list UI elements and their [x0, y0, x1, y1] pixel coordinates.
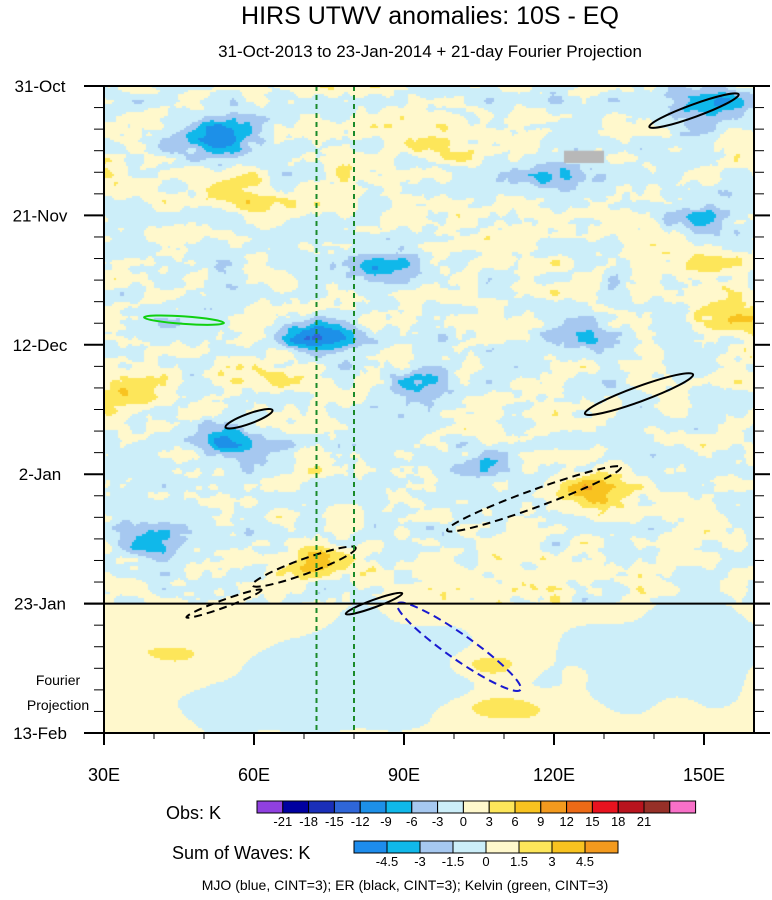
colorbar-label: 12 — [559, 814, 573, 829]
anomaly-field — [104, 86, 754, 733]
colorbar-label: 1.5 — [510, 854, 528, 869]
colorbar-swatch — [256, 800, 284, 814]
colorbar-swatch — [386, 840, 421, 854]
er-contour — [185, 588, 263, 619]
chart-title: HIRS UTWV anomalies: 10S - EQ — [241, 2, 619, 30]
colorbar-label: 4.5 — [576, 854, 594, 869]
y-tick-label: 12-Dec — [13, 336, 68, 355]
er-contour — [224, 407, 274, 430]
x-tick-label: 120E — [533, 765, 575, 785]
colorbar-label: 15 — [585, 814, 599, 829]
colorbar-swatch — [419, 840, 454, 854]
colorbar-swatch — [551, 840, 586, 854]
colorbar-label: 21 — [637, 814, 651, 829]
colorbar-swatch — [353, 840, 388, 854]
colorbar-label: -12 — [351, 814, 370, 829]
y-tick-label: 31-Oct — [14, 77, 65, 96]
colorbar-label: 6 — [511, 814, 518, 829]
obs-colorbar: -21 -18 -15 -12 -9 -6 -3 0 3 6 9 12 15 18 21 — [256, 800, 697, 829]
y-tick-label: 21-Nov — [13, 206, 68, 225]
colorbar-swatch — [485, 840, 520, 854]
x-tick-label: 90E — [388, 765, 420, 785]
x-tick-label: 30E — [88, 765, 120, 785]
colorbar-swatch — [308, 800, 335, 814]
colorbar-label: 0 — [482, 854, 489, 869]
chart-subtitle: 31-Oct-2013 to 23-Jan-2014 + 21-day Four… — [218, 42, 642, 61]
colorbar-label: 3 — [486, 814, 493, 829]
er-contour — [344, 591, 404, 616]
colorbar-swatch — [566, 800, 593, 814]
er-contour — [583, 372, 695, 416]
contour-legend-note: MJO (blue, CINT=3); ER (black, CINT=3); … — [201, 877, 609, 893]
colorbar-swatch — [282, 800, 310, 814]
colorbar-swatch — [617, 800, 645, 814]
colorbar-swatch — [518, 840, 553, 854]
y-tick-label: 23-Jan — [14, 595, 66, 614]
colorbar-swatch — [488, 800, 516, 814]
obs-colorbar-title: Obs: K — [166, 803, 222, 823]
mjo-contour — [396, 601, 522, 692]
colorbar-swatch — [359, 800, 387, 814]
colorbar-label: -1.5 — [442, 854, 464, 869]
x-tick-label: 60E — [238, 765, 270, 785]
er-contour — [251, 545, 357, 588]
colorbar-swatch — [591, 800, 619, 814]
colorbar-label: -21 — [273, 814, 292, 829]
projection-label-line2: Projection — [27, 697, 89, 713]
colorbar-swatch — [462, 800, 490, 814]
colorbar-swatch — [540, 800, 568, 814]
colorbar-label: -4.5 — [376, 854, 398, 869]
er-contour — [446, 465, 622, 533]
colorbar-label: -6 — [406, 814, 418, 829]
projection-label-line1: Fourier — [36, 672, 81, 688]
colorbar-label: 3 — [548, 854, 555, 869]
colorbar-label: -3 — [414, 854, 426, 869]
colorbar-swatch — [385, 800, 413, 814]
colorbar-label: -15 — [325, 814, 344, 829]
x-tick-label: 150E — [683, 765, 725, 785]
wave-contours — [143, 92, 740, 692]
colorbar-label: -18 — [299, 814, 318, 829]
colorbar-label: -3 — [432, 814, 444, 829]
kelvin-contour — [143, 314, 225, 326]
y-tick-label: 13-Feb — [13, 724, 67, 743]
er-contour — [648, 92, 740, 129]
colorbar-swatch — [452, 840, 487, 854]
y-tick-label: 2-Jan — [19, 465, 62, 484]
colorbar-swatch — [643, 800, 671, 814]
colorbar-swatch — [411, 800, 439, 814]
colorbar-label: 9 — [537, 814, 544, 829]
waves-colorbar: -4.5 -3 -1.5 0 1.5 3 4.5 — [353, 840, 619, 869]
colorbar-swatch — [514, 800, 542, 814]
colorbar-swatch — [669, 800, 697, 814]
colorbar-label: -9 — [380, 814, 392, 829]
colorbar-swatch — [584, 840, 619, 854]
colorbar-label: 0 — [460, 814, 467, 829]
colorbar-swatch — [437, 800, 464, 814]
colorbar-label: 18 — [611, 814, 625, 829]
waves-colorbar-title: Sum of Waves: K — [172, 843, 311, 863]
colorbar-swatch — [333, 800, 361, 814]
